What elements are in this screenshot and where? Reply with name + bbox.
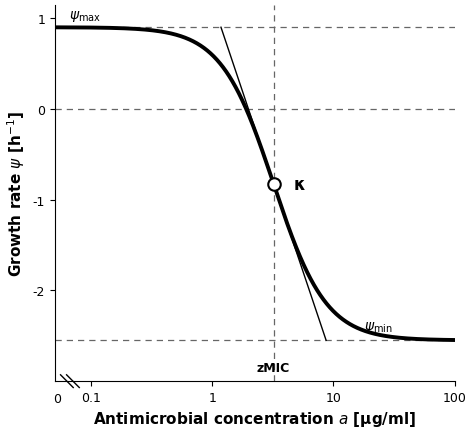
- Text: $\mathbf{\kappa}$: $\mathbf{\kappa}$: [293, 175, 305, 193]
- Text: zMIC: zMIC: [257, 361, 290, 374]
- Y-axis label: Growth rate $\psi$ [h$^{-1}$]: Growth rate $\psi$ [h$^{-1}$]: [6, 111, 27, 276]
- X-axis label: Antimicrobial concentration $a$ [μg/ml]: Antimicrobial concentration $a$ [μg/ml]: [93, 410, 416, 428]
- Text: 0: 0: [53, 392, 61, 405]
- Text: $\psi_\mathrm{max}$: $\psi_\mathrm{max}$: [69, 9, 101, 23]
- Text: $\psi_\mathrm{min}$: $\psi_\mathrm{min}$: [364, 319, 393, 334]
